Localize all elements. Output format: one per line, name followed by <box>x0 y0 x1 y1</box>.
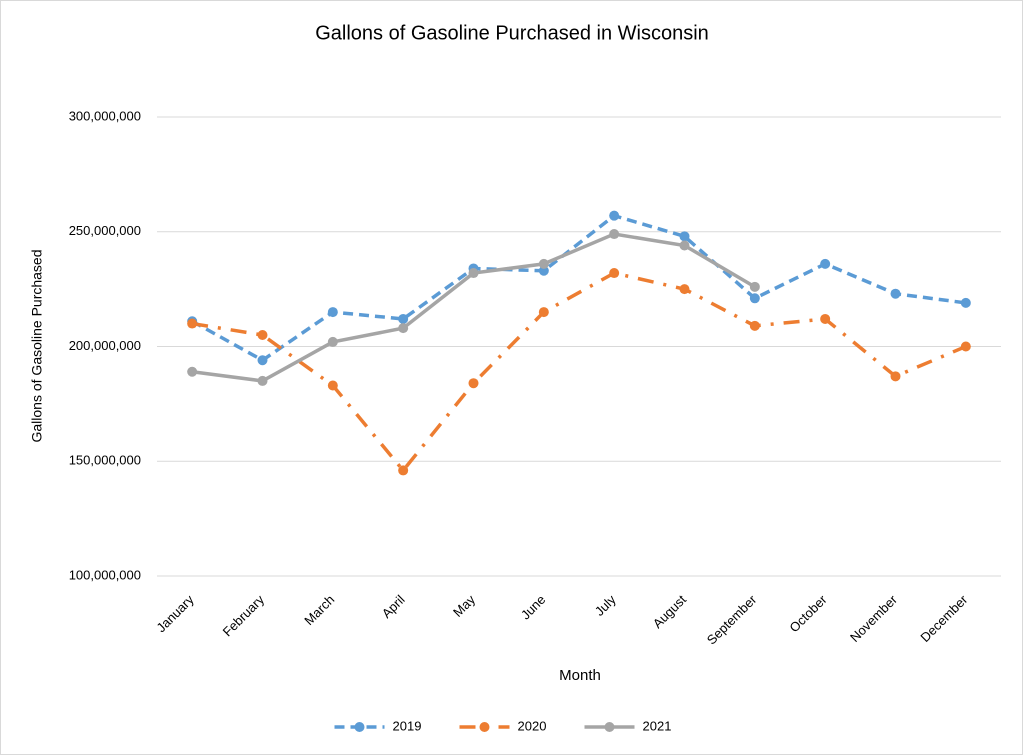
data-point <box>398 465 409 476</box>
x-axis-label: Month <box>559 667 601 684</box>
legend-marker <box>479 722 490 732</box>
data-point <box>609 229 620 240</box>
legend-label: 2020 <box>518 718 547 733</box>
data-point <box>749 320 760 331</box>
y-tick-label: 250,000,000 <box>69 223 141 238</box>
y-tick-label: 300,000,000 <box>69 108 141 123</box>
legend-item: 2021 <box>584 718 672 733</box>
data-point <box>327 380 338 391</box>
y-tick-label: 200,000,000 <box>69 338 141 353</box>
legend-item: 2020 <box>459 718 547 733</box>
data-point <box>609 268 620 279</box>
data-point <box>679 284 690 295</box>
data-point <box>538 258 549 269</box>
legend-marker <box>604 722 615 732</box>
data-point <box>257 375 268 386</box>
data-point <box>538 265 549 276</box>
data-point <box>257 355 268 366</box>
data-point <box>749 293 760 304</box>
legend-label: 2021 <box>643 718 672 733</box>
data-point <box>187 318 198 329</box>
data-point <box>468 378 479 389</box>
data-point <box>327 336 338 347</box>
data-point <box>257 330 268 341</box>
y-tick-label: 150,000,000 <box>69 453 141 468</box>
data-point <box>679 231 690 242</box>
data-point <box>398 313 409 324</box>
series-line <box>191 213 967 363</box>
data-point <box>468 268 479 279</box>
y-tick-label: 100,000,000 <box>69 567 141 582</box>
data-point <box>890 371 901 382</box>
legend-marker <box>354 722 365 732</box>
data-point <box>960 341 971 352</box>
data-point <box>327 307 338 318</box>
data-point <box>820 313 831 324</box>
data-point <box>890 288 901 299</box>
legend-item: 2019 <box>334 718 422 733</box>
data-point <box>398 323 409 334</box>
data-point <box>960 297 971 308</box>
data-point <box>187 366 198 377</box>
data-point <box>749 281 760 292</box>
data-point <box>679 240 690 251</box>
legend-label: 2019 <box>393 718 422 733</box>
y-axis-label: Gallons of Gasoline Purchased <box>29 250 45 443</box>
series-line <box>191 271 967 474</box>
data-point <box>820 258 831 269</box>
data-point <box>609 210 620 221</box>
data-point <box>538 307 549 318</box>
chart-title: Gallons of Gasoline Purchased in Wiscons… <box>315 22 709 44</box>
